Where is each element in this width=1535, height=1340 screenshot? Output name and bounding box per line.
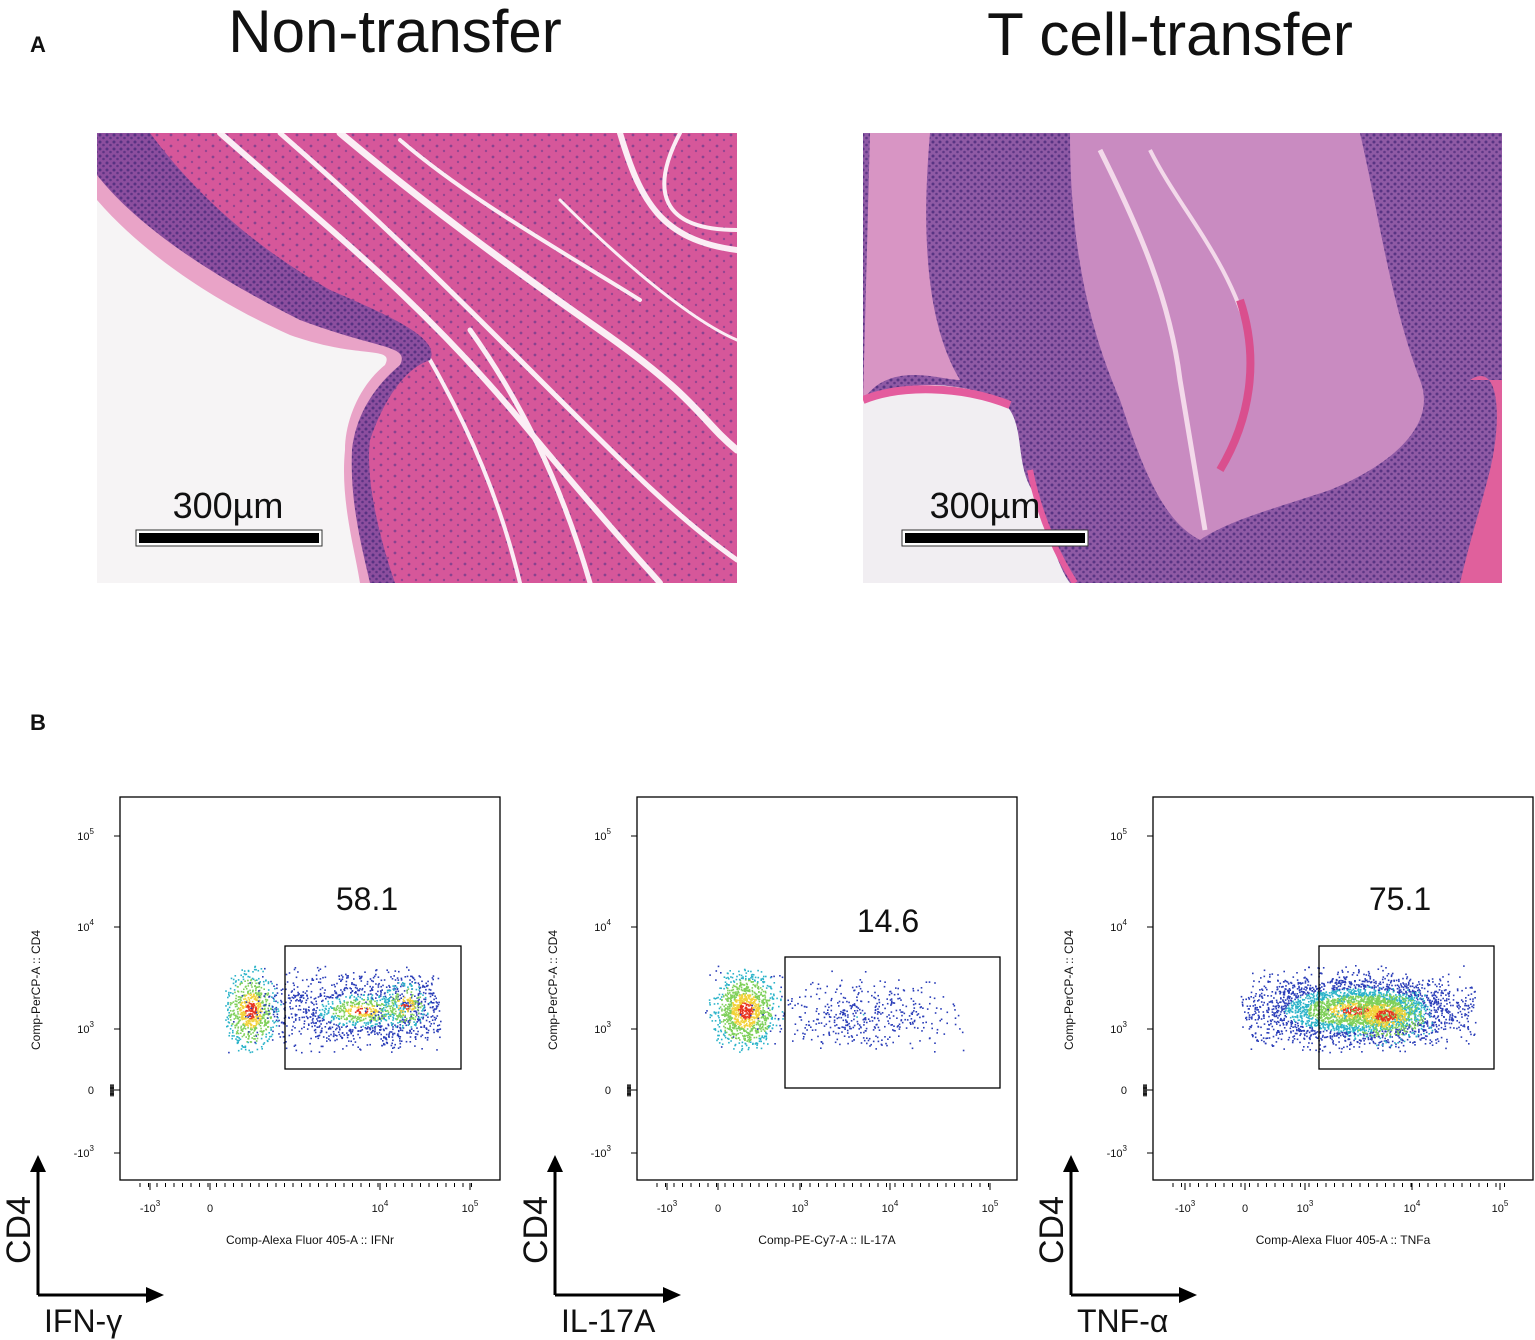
marker-label: TNF-α [1077,1303,1168,1339]
y-axis-title: Comp-PerCP-A :: CD4 [29,930,43,1050]
marker-label: IL-17A [561,1303,656,1339]
tick-label: 0 [88,1085,94,1097]
marker-label: CD4 [517,1196,555,1264]
panel-label: A [30,32,46,57]
marker-label: CD4 [1033,1196,1071,1264]
tick-label: 103 [792,1199,809,1215]
flow-plot: 58.1 105 104 103 0 -103 -103 0 104 105 Comp-Alexa … [0,796,501,1339]
arrow-head [1063,1155,1197,1303]
marker-label: IFN-γ [44,1303,122,1339]
gate [1318,945,1495,1070]
tick-label: 105 [1492,1199,1509,1215]
image-title: T cell-transfer [987,1,1353,68]
histology-image [863,133,1502,583]
marker-arrow [1069,1168,1183,1297]
tick-label: 105 [462,1199,479,1215]
tick-label: 104 [1404,1199,1421,1215]
y-axis-title: Comp-PerCP-A :: CD4 [1062,930,1076,1050]
tick-label: 105 [982,1199,999,1215]
scale-label: 300µm [173,485,284,526]
plot-frame [636,796,1018,1181]
tick-label: -103 [657,1199,678,1215]
gate-value: 14.6 [857,903,919,939]
scale-label: 300µm [930,485,1041,526]
flow-plot: 75.1 105 104 103 0 -103 -103 0 103 104 105 Comp-Ale… [1033,796,1534,1339]
gate [784,956,1001,1089]
gate-value: 75.1 [1369,881,1431,917]
gate [284,945,462,1070]
tick-label: 0 [715,1203,721,1215]
flow-plot: 14.6 105 104 103 0 -103 -103 0 103 104 105 Comp-PE-… [517,796,1018,1339]
tick-label: 105 [1110,827,1127,843]
event-dots [1240,965,1477,1054]
tick-label: -103 [74,1144,95,1160]
tick-label: 103 [1297,1199,1314,1215]
histology-image [97,133,737,583]
marker-arrow [36,1168,150,1297]
scale-bar [905,533,1085,543]
tick-label: 0 [207,1203,213,1215]
tick-label: 104 [1110,918,1127,934]
tick-label: 0 [1121,1085,1127,1097]
event-dots [705,965,965,1053]
tick-label: 103 [594,1020,611,1036]
scale-bar [139,533,319,543]
flow-plots: 58.1 105 104 103 0 -103 -103 0 104 105 Comp-Alexa … [0,796,1534,1339]
x-axis-title: Comp-Alexa Fluor 405-A :: IFNr [226,1233,394,1247]
marker-label: CD4 [0,1196,38,1264]
plot-frame [119,796,501,1181]
tick-label: 0 [1242,1203,1248,1215]
arrow-head [547,1155,681,1303]
tick-label: 104 [882,1199,899,1215]
tick-label: 104 [372,1199,389,1215]
event-dots [225,965,442,1054]
arrow-head [30,1155,164,1303]
tick-label: -103 [140,1199,161,1215]
tick-label: 103 [1110,1020,1127,1036]
tick-label: -103 [1175,1199,1196,1215]
image-title: Non-transfer [228,0,561,65]
tick-label: -103 [591,1144,612,1160]
tick-label: -103 [1107,1144,1128,1160]
tick-label: 103 [77,1020,94,1036]
tick-label: 0 [605,1085,611,1097]
tick-label: 104 [594,918,611,934]
y-axis-title: Comp-PerCP-A :: CD4 [546,930,560,1050]
marker-arrow [553,1168,667,1297]
tick-label: 105 [77,827,94,843]
x-axis-title: Comp-PE-Cy7-A :: IL-17A [758,1233,895,1247]
tick-label: 104 [77,918,94,934]
gate-value: 58.1 [336,881,398,917]
panel-label: B [30,710,46,735]
tick-label: 105 [594,827,611,843]
x-axis-title: Comp-Alexa Fluor 405-A :: TNFa [1256,1233,1431,1247]
